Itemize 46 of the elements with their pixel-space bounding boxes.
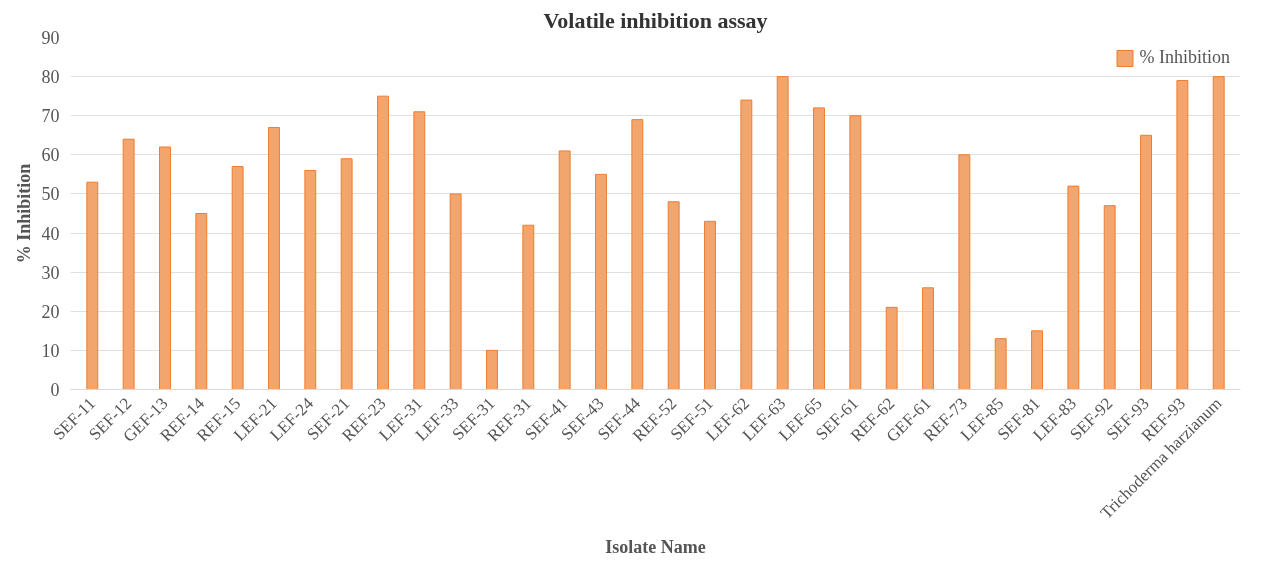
bar [122, 138, 135, 390]
bar [595, 173, 607, 390]
bar [1176, 80, 1189, 390]
bar [631, 119, 644, 390]
bar [558, 150, 571, 390]
y-tick-label: 40 [41, 223, 60, 244]
bar [1031, 330, 1043, 390]
y-tick-label: 30 [41, 262, 60, 283]
y-tick-label: 20 [41, 301, 60, 322]
bar [958, 154, 971, 390]
bar [231, 166, 244, 390]
bar [740, 99, 753, 390]
bar [304, 169, 317, 390]
bar [159, 146, 171, 390]
bar [994, 338, 1007, 390]
y-tick-label: 10 [41, 340, 60, 361]
bar [1067, 185, 1080, 390]
y-tick-label: 0 [50, 380, 60, 400]
bar [449, 193, 462, 390]
y-tick-label: 80 [41, 67, 60, 88]
bar [377, 95, 389, 390]
chart-title: Volatile inhibition assay [543, 7, 768, 33]
bar [667, 201, 680, 390]
bar [1140, 134, 1152, 390]
bar [268, 126, 280, 390]
y-tick-label: 60 [41, 145, 60, 166]
bar [486, 349, 498, 390]
bar [704, 220, 716, 390]
bar [522, 224, 535, 390]
y-tick-label: 50 [41, 184, 60, 205]
bar [776, 76, 789, 390]
bar [340, 158, 353, 390]
bar [195, 213, 208, 390]
bar [1103, 205, 1116, 390]
bar [86, 181, 99, 390]
bar [1212, 76, 1225, 390]
x-axis-title: Isolate Name [605, 537, 706, 558]
legend-label: % Inhibition [1139, 47, 1230, 68]
bar [413, 111, 426, 390]
y-tick-label: 70 [41, 106, 60, 127]
y-axis-title: % Inhibition [13, 163, 34, 264]
y-tick-label: 90 [41, 28, 60, 48]
bar [885, 306, 898, 390]
bar [922, 287, 934, 390]
bar [813, 107, 825, 390]
bar [849, 115, 862, 390]
